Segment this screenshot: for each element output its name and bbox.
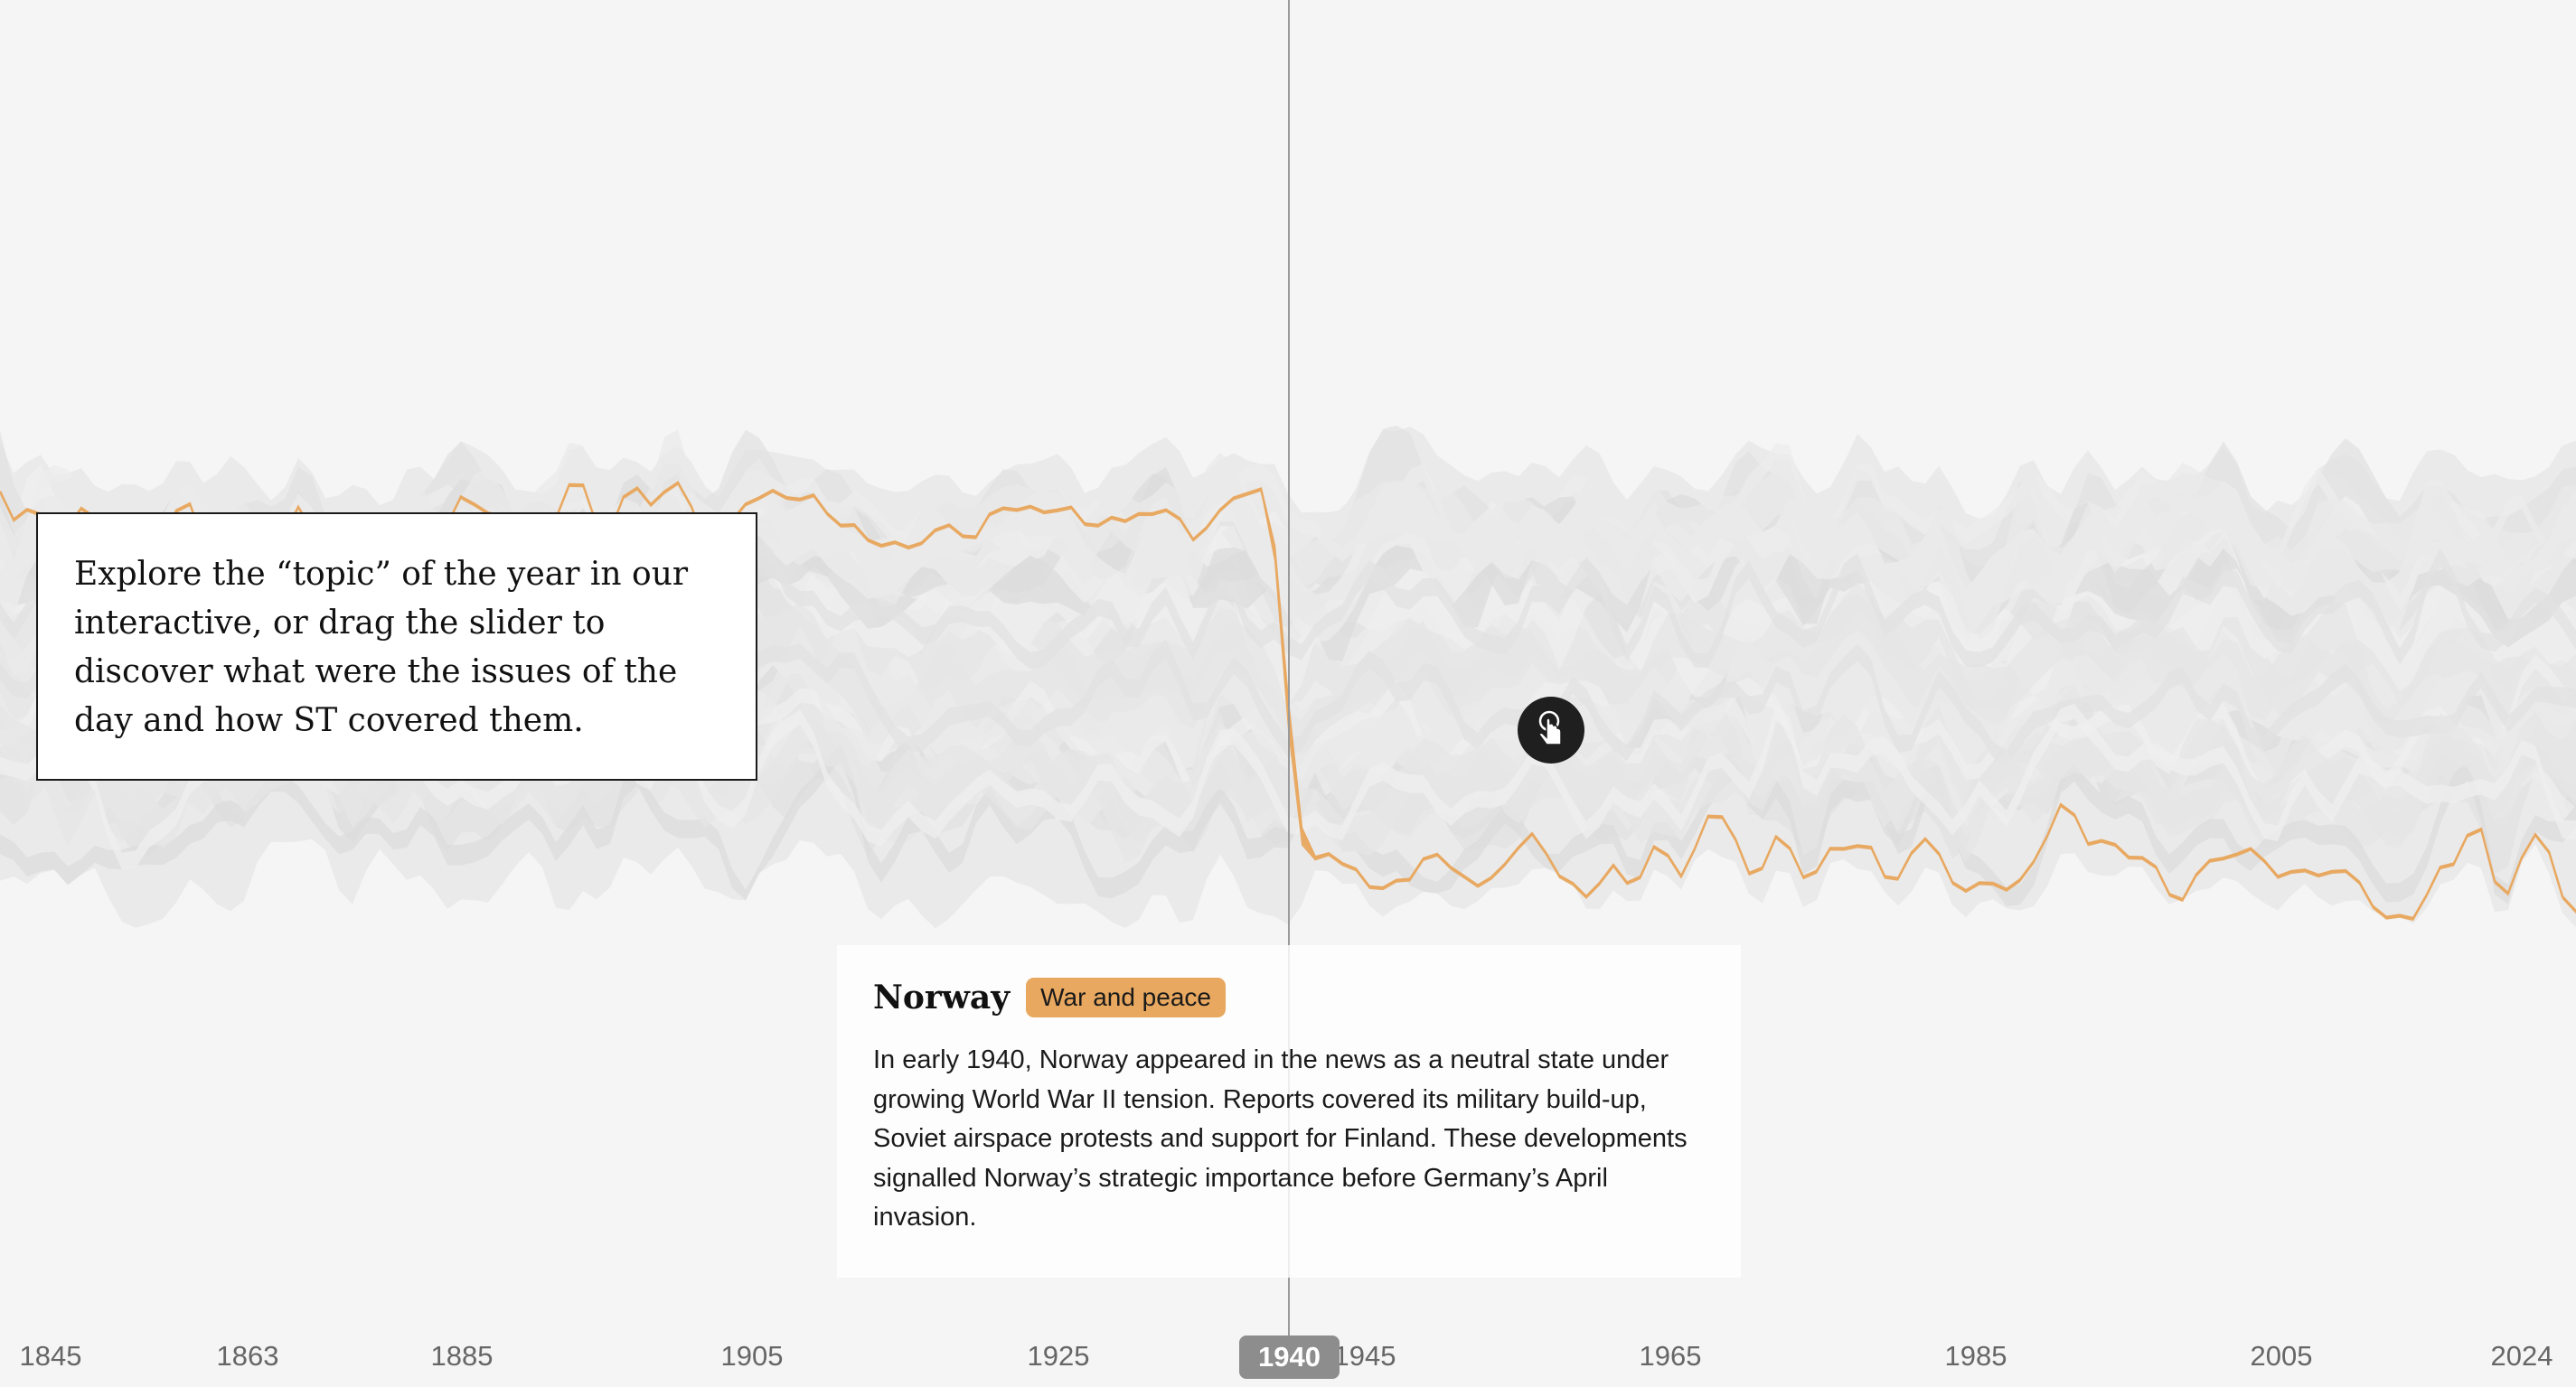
axis-year-label: 2005 xyxy=(2250,1340,2313,1372)
axis-year-label: 1905 xyxy=(720,1340,784,1372)
axis-year-label: 1885 xyxy=(430,1340,494,1372)
topic-description: In early 1940, Norway appeared in the ne… xyxy=(873,1045,1688,1232)
card-header: Norway War and peace xyxy=(873,978,1705,1017)
axis-year-label: 1985 xyxy=(1944,1340,2007,1372)
axis-year-label: 2024 xyxy=(2490,1340,2553,1372)
axis-year-label: 1863 xyxy=(216,1340,279,1372)
drag-hint-button[interactable] xyxy=(1518,697,1584,764)
axis-year-label: 1945 xyxy=(1333,1340,1396,1372)
year-slider-handle[interactable]: 1940 xyxy=(1239,1335,1340,1379)
hand-pointer-icon xyxy=(1533,708,1569,753)
topic-title: Norway xyxy=(873,979,1011,1017)
axis-year-label: 1845 xyxy=(19,1340,82,1372)
intro-text: Explore the “topic” of the year in our i… xyxy=(74,556,689,739)
stream-layer xyxy=(0,673,2576,848)
axis-year-label: 1925 xyxy=(1027,1340,1090,1372)
axis-year-label: 1965 xyxy=(1639,1340,1702,1372)
stream-layer xyxy=(0,703,2576,870)
topic-info-card: Norway War and peace In early 1940, Norw… xyxy=(837,945,1741,1278)
intro-textbox: Explore the “topic” of the year in our i… xyxy=(36,512,757,781)
stream-layer xyxy=(0,654,2576,803)
category-badge: War and peace xyxy=(1026,978,1226,1017)
